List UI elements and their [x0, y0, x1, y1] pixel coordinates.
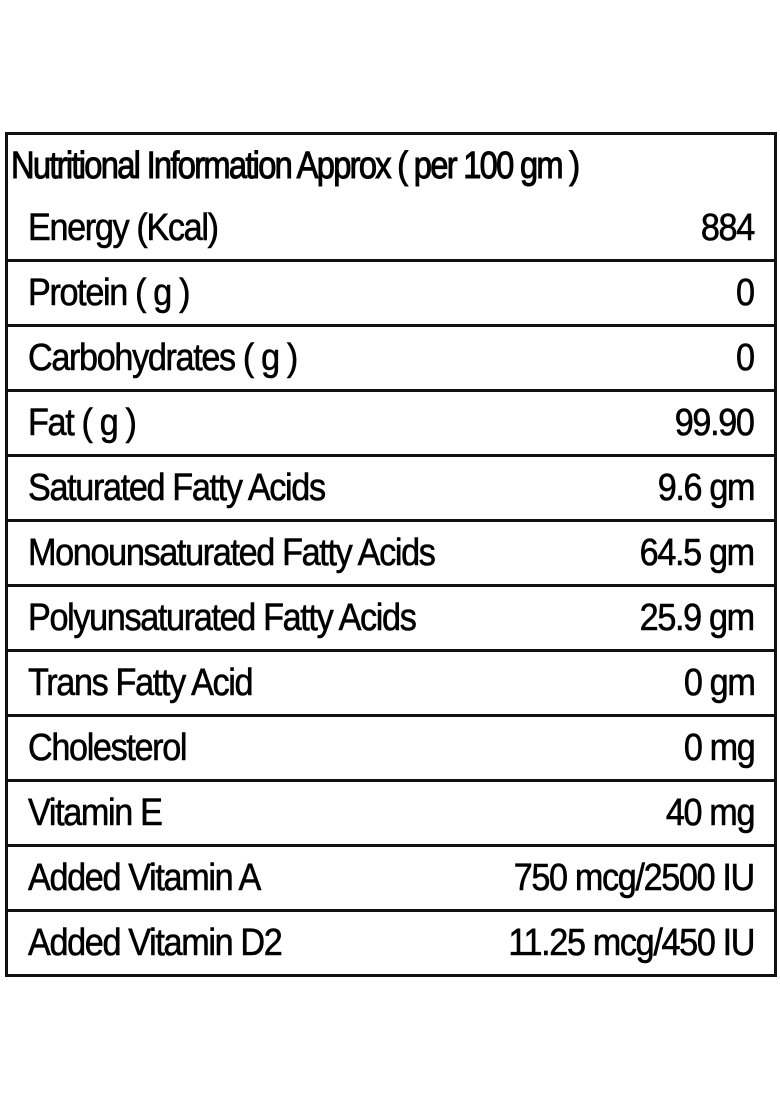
table-title: Nutritional Information Approx ( per 100… [11, 144, 581, 187]
table-row: Saturated Fatty Acids 9.6 gm [8, 454, 774, 519]
nutrient-value: 0 mg [683, 726, 756, 769]
nutrient-label: Protein ( g ) [28, 271, 191, 314]
table-row: Carbohydrates ( g ) 0 [8, 324, 774, 389]
nutrient-value: 99.90 [675, 401, 756, 444]
nutrient-label: Polyunsaturated Fatty Acids [28, 596, 417, 639]
nutrient-label: Trans Fatty Acid [28, 661, 254, 704]
nutrient-label: Fat ( g ) [28, 401, 137, 444]
nutrient-label: Cholesterol [28, 726, 188, 769]
nutrient-label: Energy (Kcal) [28, 206, 220, 249]
nutrient-value: 9.6 gm [657, 466, 755, 509]
table-row: Trans Fatty Acid 0 gm [8, 649, 774, 714]
nutrient-label: Saturated Fatty Acids [28, 466, 327, 509]
nutrition-table: Nutritional Information Approx ( per 100… [5, 132, 777, 977]
table-row: Protein ( g ) 0 [8, 259, 774, 324]
nutrient-value: 750 mcg/2500 IU [513, 856, 756, 899]
table-row: Added Vitamin D2 11.25 mcg/450 IU [8, 909, 774, 974]
nutrient-value: 40 mg [665, 791, 755, 834]
table-row: Added Vitamin A 750 mcg/2500 IU [8, 844, 774, 909]
nutrient-value: 884 [700, 206, 756, 249]
table-row: Monounsaturated Fatty Acids 64.5 gm [8, 519, 774, 584]
table-row: Polyunsaturated Fatty Acids 25.9 gm [8, 584, 774, 649]
nutrient-value: 0 [736, 336, 756, 379]
nutrient-value: 64.5 gm [639, 531, 756, 574]
table-row: Vitamin E 40 mg [8, 779, 774, 844]
table-row: Fat ( g ) 99.90 [8, 389, 774, 454]
nutrient-label: Vitamin E [28, 791, 163, 834]
nutrient-value: 0 [736, 271, 756, 314]
nutrient-value: 25.9 gm [639, 596, 756, 639]
nutrient-label: Added Vitamin A [28, 856, 262, 899]
table-row: Cholesterol 0 mg [8, 714, 774, 779]
nutrient-label: Added Vitamin D2 [28, 921, 283, 964]
nutrient-value: 11.25 mcg/450 IU [508, 921, 756, 964]
table-header: Nutritional Information Approx ( per 100… [8, 135, 774, 197]
nutrient-value: 0 gm [683, 661, 756, 704]
nutrient-label: Monounsaturated Fatty Acids [28, 531, 436, 574]
nutrient-label: Carbohydrates ( g ) [28, 336, 299, 379]
table-row: Energy (Kcal) 884 [8, 197, 774, 259]
